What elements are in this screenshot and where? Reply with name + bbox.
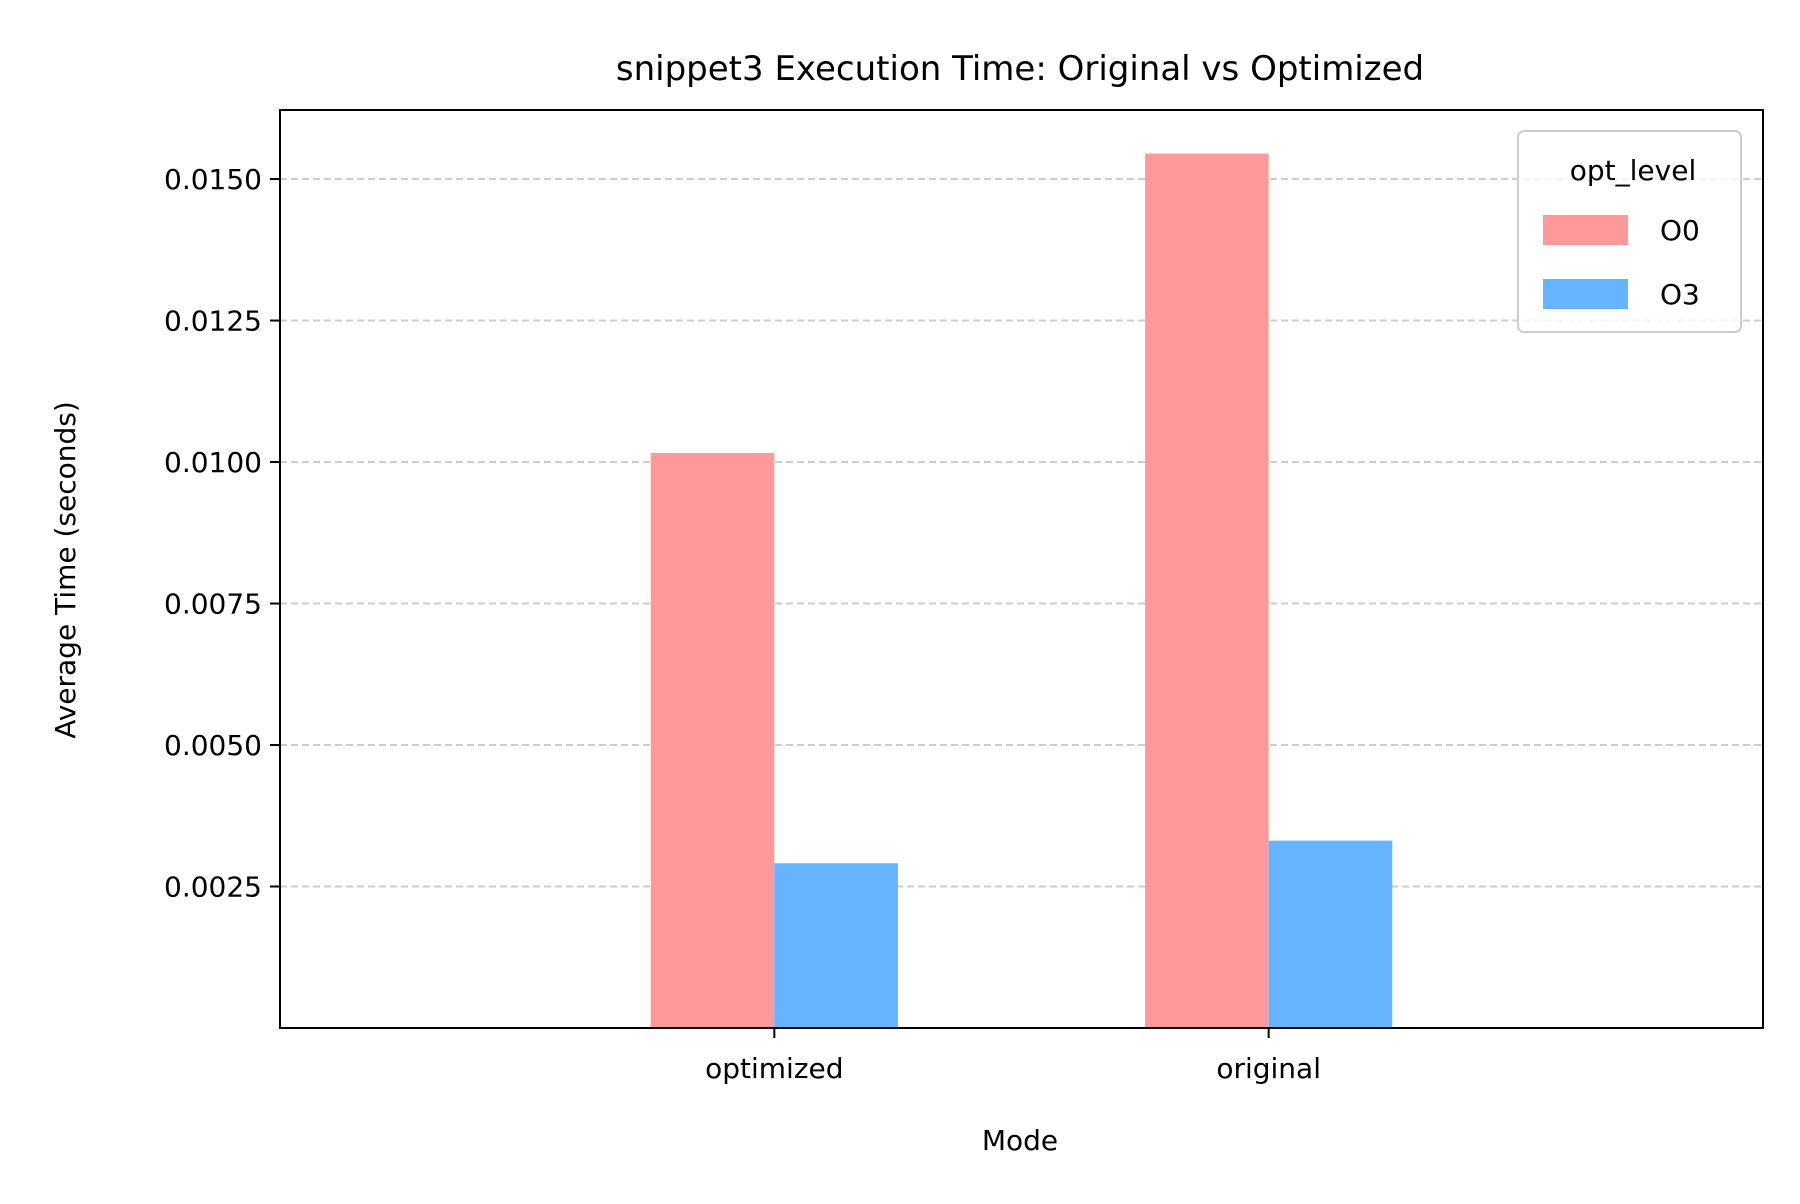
legend-swatch-o3: [1543, 279, 1628, 309]
legend-swatch-o0: [1543, 215, 1628, 245]
bars: [650, 153, 1393, 1028]
y-tick-label-2: 0.0075: [164, 588, 262, 621]
bar-o0-optimized: [650, 452, 775, 1028]
bar-o3-original: [1268, 840, 1393, 1028]
plot-frame: [279, 109, 1764, 1029]
y-tick-label-5: 0.0150: [164, 163, 262, 196]
bar-o0-original: [1145, 153, 1269, 1028]
legend-label-o0: O0: [1660, 214, 1700, 247]
y-tick-label-4: 0.0125: [164, 305, 262, 338]
axes: optimized original 0.0025 0.0050 0.0075 0.010…: [164, 109, 1764, 1085]
legend: opt_level O0 O3: [1517, 130, 1742, 333]
legend-label-o3: O3: [1660, 278, 1700, 311]
y-tick-label-3: 0.0100: [164, 446, 262, 479]
bar-o3-optimized: [774, 863, 898, 1028]
legend-title: opt_level: [1570, 154, 1696, 187]
y-tick-label-0: 0.0025: [164, 871, 262, 904]
gridlines: [280, 178, 1763, 888]
chart-title: snippet3 Execution Time: Original vs Opt…: [616, 49, 1424, 89]
x-tick-label-optimized: optimized: [705, 1052, 843, 1085]
y-tick-label-1: 0.0050: [164, 729, 262, 762]
x-axis-label: Mode: [982, 1124, 1058, 1157]
x-tick-label-original: original: [1216, 1052, 1321, 1085]
y-axis-label: Average Time (seconds): [49, 401, 82, 739]
